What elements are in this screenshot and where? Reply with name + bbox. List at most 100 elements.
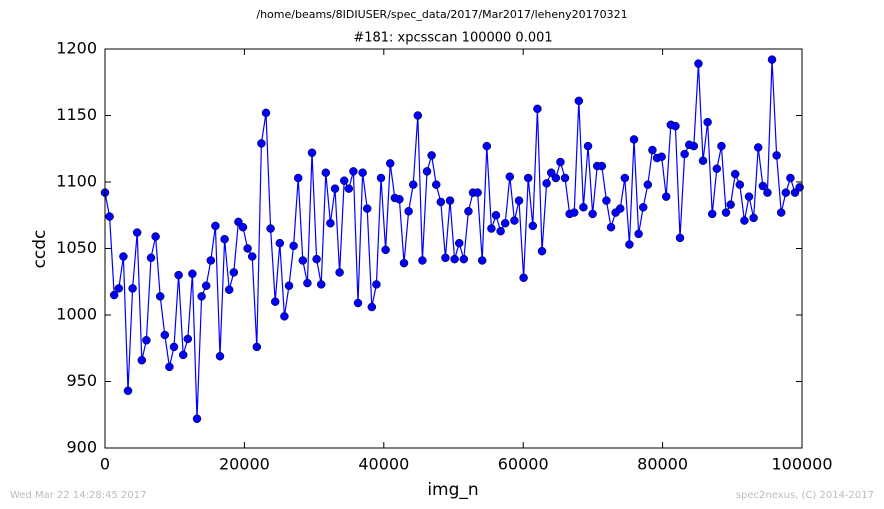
data-point xyxy=(418,256,427,265)
y-tick-label: 900 xyxy=(66,438,97,457)
data-point xyxy=(330,184,340,193)
y-tick-label: 1000 xyxy=(56,305,97,324)
data-point xyxy=(500,218,510,228)
data-point xyxy=(220,234,229,244)
data-point xyxy=(533,104,542,114)
data-point xyxy=(284,281,294,290)
data-point xyxy=(247,252,257,261)
data-point xyxy=(597,161,607,171)
data-point xyxy=(123,386,133,396)
data-point xyxy=(160,330,170,340)
data-point xyxy=(188,269,197,279)
data-point xyxy=(137,355,147,365)
data-point xyxy=(786,173,795,183)
data-point xyxy=(183,334,193,344)
data-point xyxy=(445,196,455,205)
data-point xyxy=(744,192,754,201)
data-point xyxy=(556,157,565,167)
data-point xyxy=(583,141,593,151)
data-point xyxy=(602,196,611,205)
x-axis-label: img_n xyxy=(427,480,478,500)
data-point xyxy=(422,167,432,176)
data-point xyxy=(542,179,551,188)
data-point xyxy=(381,245,390,255)
data-point xyxy=(661,192,671,201)
data-point xyxy=(648,145,657,155)
data-point xyxy=(142,336,151,345)
data-point xyxy=(519,273,528,283)
x-tick-label: 0 xyxy=(100,455,110,474)
data-point xyxy=(703,117,712,127)
data-point xyxy=(579,203,588,212)
data-point xyxy=(625,240,634,249)
data-point xyxy=(606,222,616,232)
data-point xyxy=(763,188,772,197)
x-tick-label: 20000 xyxy=(219,455,270,474)
data-point xyxy=(523,173,533,183)
data-point xyxy=(657,152,666,161)
data-point xyxy=(408,180,418,189)
data-point xyxy=(109,290,119,300)
data-point xyxy=(758,181,768,191)
data-point xyxy=(776,208,786,217)
x-tick-label: 60000 xyxy=(498,455,549,474)
data-point xyxy=(712,164,722,173)
data-point xyxy=(730,169,740,179)
data-point xyxy=(243,244,252,253)
data-point xyxy=(694,59,703,68)
data-point xyxy=(261,108,271,118)
data-point xyxy=(689,141,699,151)
data-point xyxy=(707,209,717,219)
x-tick-label: 80000 xyxy=(637,455,688,474)
data-point xyxy=(413,111,423,120)
data-point xyxy=(395,195,404,204)
data-point xyxy=(224,285,234,294)
data-point xyxy=(169,342,179,352)
data-point xyxy=(615,204,625,213)
data-point xyxy=(588,209,597,219)
data-point xyxy=(431,180,441,189)
data-point xyxy=(376,173,386,183)
data-point xyxy=(298,256,308,265)
data-point xyxy=(155,292,165,301)
data-point xyxy=(698,156,708,165)
data-point xyxy=(358,168,367,177)
data-point xyxy=(293,173,303,183)
data-point xyxy=(772,151,781,160)
data-point xyxy=(749,213,758,223)
data-point xyxy=(326,218,335,228)
data-point xyxy=(487,224,496,233)
data-point xyxy=(174,270,183,280)
data-point xyxy=(459,254,469,264)
data-point xyxy=(726,200,735,209)
y-tick-label: 1100 xyxy=(56,172,97,191)
data-point xyxy=(238,222,248,232)
data-point xyxy=(362,204,372,213)
data-point xyxy=(436,197,446,207)
data-point xyxy=(206,256,216,265)
data-point xyxy=(114,284,124,293)
y-axis-label: ccdc xyxy=(30,230,50,269)
data-point xyxy=(211,221,220,231)
data-point xyxy=(638,203,648,212)
y-tick-label: 950 xyxy=(66,371,97,390)
data-point xyxy=(528,221,538,231)
data-point xyxy=(735,180,745,189)
data-point xyxy=(316,280,326,289)
data-point xyxy=(454,238,464,248)
data-point xyxy=(450,254,459,264)
data-point xyxy=(717,141,726,151)
data-point xyxy=(335,268,344,277)
data-point xyxy=(464,207,473,216)
data-point xyxy=(505,172,515,181)
data-point xyxy=(514,196,524,205)
data-point xyxy=(569,208,579,217)
data-point xyxy=(680,149,689,159)
data-point xyxy=(119,252,128,261)
data-point xyxy=(146,253,156,263)
data-point xyxy=(491,211,501,220)
data-point xyxy=(215,351,225,361)
